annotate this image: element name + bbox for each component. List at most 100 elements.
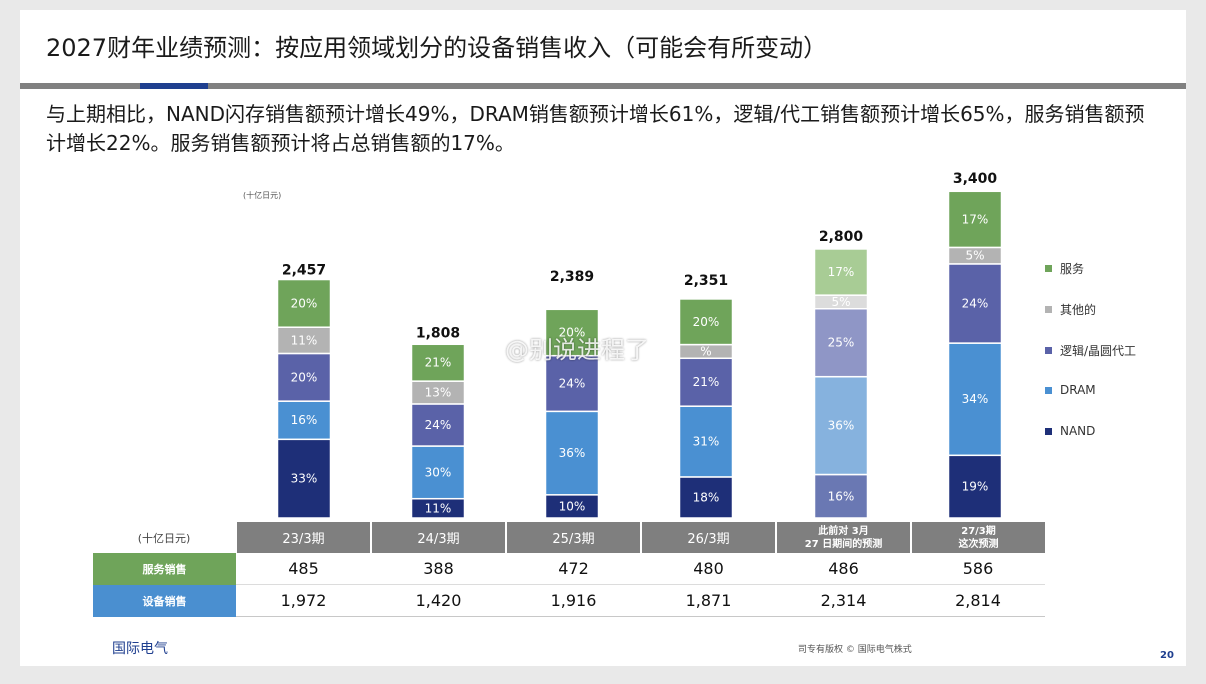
segment-label: 31% <box>693 435 720 449</box>
segment-label: 20% <box>693 315 720 329</box>
table-header-cell: 26/3期 <box>640 522 776 553</box>
legend-label-nand: NAND <box>1060 424 1096 438</box>
segment-label: 16% <box>828 489 855 503</box>
bar-segment-logic <box>544 354 600 413</box>
table-cell: 485 <box>236 553 371 585</box>
bar-segment-other <box>276 326 332 355</box>
segment-label: 20% <box>291 370 318 384</box>
segment-label: 10% <box>559 499 586 513</box>
legend-item-dram: DRAM <box>1045 383 1096 397</box>
table-unit-label: (十亿日元) <box>137 531 191 545</box>
watermark: @别说进程了 <box>505 336 649 364</box>
table-header-cell: 此前对 3月 27 日期间的预测 <box>775 522 911 553</box>
bar-total-label: 1,808 <box>416 326 460 342</box>
legend-item-service: 服务 <box>1045 260 1084 277</box>
segment-label: 11% <box>425 501 452 515</box>
legend-label-dram: DRAM <box>1060 383 1096 397</box>
segment-label: 33% <box>291 472 318 486</box>
legend-item-nand: NAND <box>1045 424 1095 438</box>
bar-segment-dram <box>678 405 734 478</box>
legend-swatch-service <box>1045 265 1052 272</box>
copyright-text: 司专有版权 © 国际电气株式 <box>798 645 912 655</box>
bar-segment-service <box>276 278 332 328</box>
legend-item-logic: 逻辑/晶圆代工 <box>1045 342 1136 359</box>
title-divider-accent <box>140 83 208 89</box>
table-cell: 388 <box>371 553 506 585</box>
bar-segment-service <box>947 190 1003 249</box>
bar-segment-logic <box>276 352 332 402</box>
table-cell: 1,420 <box>371 584 506 617</box>
table-cell: 2,314 <box>776 584 911 617</box>
legend-label-logic: 逻辑/晶圆代工 <box>1060 344 1137 358</box>
segment-label: 11% <box>291 333 318 347</box>
bar-total-label: 3,400 <box>953 171 998 187</box>
legend-swatch-logic <box>1045 347 1052 354</box>
stacked-bar-chart: 33% 16% 20% 11% 20% 2,457 11% 30% 24% 13% 21% 1,808… <box>276 171 1003 519</box>
table-cell: 486 <box>776 553 911 585</box>
segment-label: 24% <box>425 418 452 432</box>
segment-label: 16% <box>291 413 318 427</box>
row-label-equipment: 设备销售 <box>93 584 236 617</box>
table-header-cell: 23/3期 <box>235 522 371 553</box>
bar-segment-service <box>813 248 869 296</box>
bar-segment-dram <box>947 342 1003 457</box>
legend-item-other: 其他的 <box>1045 301 1096 318</box>
bar-total-label: 2,351 <box>684 273 728 289</box>
page-subtitle: 与上期相比，NAND闪存销售额预计增长49%，DRAM销售额预计增长61%，逻辑… <box>46 102 1145 155</box>
header-line: 27 日期间的预测 <box>804 538 883 550</box>
segment-label: 36% <box>559 446 586 460</box>
segment-label: 20% <box>559 326 586 340</box>
table-row-service: 服务销售 485 388 472 480 486 586 <box>93 553 1045 585</box>
bar-segment-logic <box>947 263 1003 344</box>
title-divider <box>20 83 1186 89</box>
page-title: 2027财年业绩预测：按应用领域划分的设备销售收入（可能会有所变动） <box>46 34 828 62</box>
table-cell: 480 <box>641 553 776 585</box>
segment-label: 18% <box>693 490 720 504</box>
bar-segment-nand <box>678 476 734 519</box>
segment-label: 24% <box>962 297 989 311</box>
segment-label: 19% <box>962 480 989 494</box>
slide: 2027财年业绩预测：按应用领域划分的设备销售收入（可能会有所变动） 与上期相比… <box>20 10 1186 666</box>
segment-label: 34% <box>962 392 989 406</box>
bar-segment-service <box>544 308 600 357</box>
bar-segment-dram <box>276 400 332 441</box>
legend-swatch-dram <box>1045 386 1052 394</box>
segment-label: 30% <box>425 465 452 479</box>
segment-label: 13% <box>425 386 452 400</box>
header-line: 这次预测 <box>958 538 999 550</box>
table-cell: 1,871 <box>641 584 776 617</box>
table-header-cell: 24/3期 <box>370 522 506 553</box>
segment-label: 21% <box>693 375 720 389</box>
table-cell: 2,814 <box>911 584 1045 617</box>
bar-segment-logic <box>813 307 869 378</box>
legend-label-other: 其他的 <box>1060 303 1097 317</box>
legend-label-service: 服务 <box>1060 262 1085 276</box>
bar-segment-dram <box>410 445 466 500</box>
bar-segment-nand <box>813 473 869 519</box>
header-line: 27/3期 <box>961 525 996 537</box>
table-header-row: (十亿日元) 23/3期 24/3期 25/3期 26/3期 此前对 3月 27 … <box>93 522 1045 553</box>
bar-segment-service <box>410 343 466 382</box>
chart-unit-label: (十亿日元) <box>243 191 282 200</box>
segment-label: 17% <box>828 265 855 279</box>
sales-table: (十亿日元) 23/3期 24/3期 25/3期 26/3期 此前对 3月 27 … <box>93 522 1045 617</box>
bar-total-label: 2,800 <box>819 229 864 245</box>
segment-label: 24% <box>559 377 586 391</box>
segment-label: 20% <box>291 296 318 310</box>
segment-label: 21% <box>425 356 452 370</box>
bar-segment-service <box>678 298 734 346</box>
table-header-cell: 27/3期 这次预测 <box>910 522 1045 553</box>
legend-swatch-nand <box>1045 427 1052 435</box>
segment-label: 5% <box>831 295 850 309</box>
segment-label: 17% <box>962 212 989 226</box>
table-cell: 1,972 <box>236 584 371 617</box>
header-line: 此前对 3月 <box>818 525 869 537</box>
table-row-equipment: 设备销售 1,972 1,420 1,916 1,871 2,314 2,814 <box>93 584 1045 617</box>
table-cell: 586 <box>911 553 1045 585</box>
segment-label: 25% <box>828 336 855 350</box>
legend-swatch-other <box>1045 306 1052 313</box>
table-header-cell: 25/3期 <box>505 522 641 553</box>
company-logo-text: 国际电气 <box>112 641 168 657</box>
table-cell: 1,916 <box>506 584 641 617</box>
segment-label: 36% <box>828 419 855 433</box>
